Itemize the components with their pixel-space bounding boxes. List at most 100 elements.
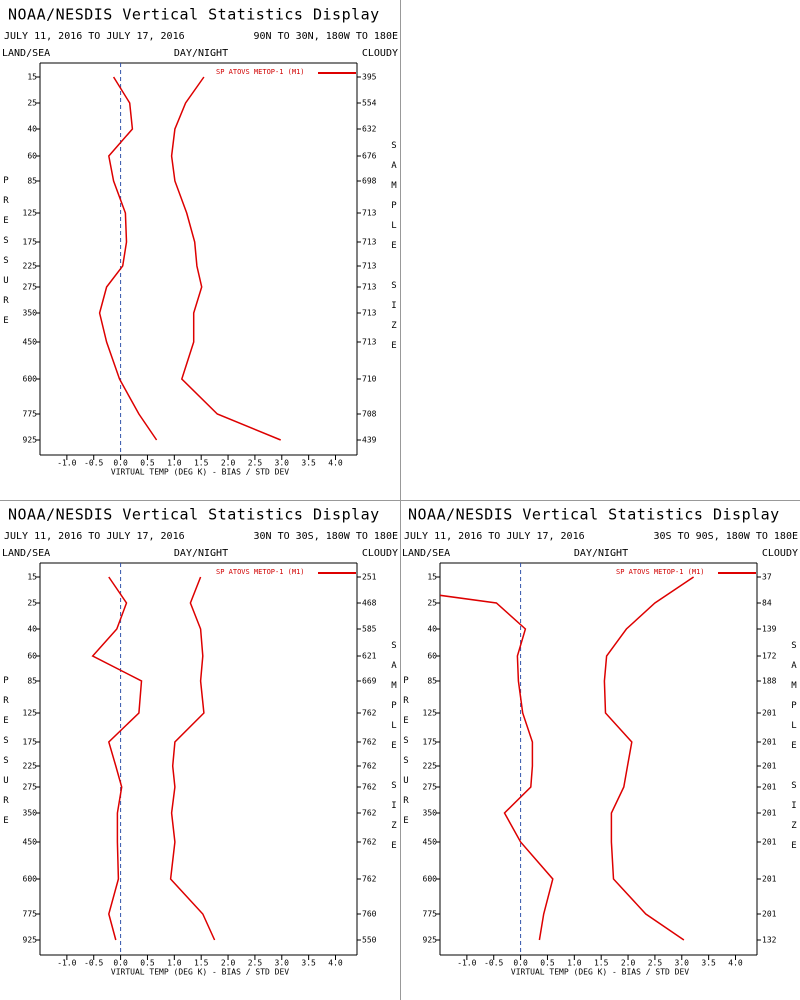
pressure-label: 275 — [23, 783, 38, 792]
std-dev-line — [170, 76, 281, 441]
sample-size: 713 — [362, 338, 377, 347]
sample-size: 713 — [362, 209, 377, 218]
land-sea: LAND/SEA — [2, 548, 50, 559]
x-tick-label: 3.0 — [275, 959, 290, 968]
x-tick-label: 0.0 — [113, 459, 128, 468]
sample-size: 762 — [362, 738, 377, 747]
x-tick-label: 2.0 — [221, 959, 236, 968]
date-range: JULY 11, 2016 TO JULY 17, 2016 — [404, 531, 585, 542]
x-tick-label: 3.0 — [275, 459, 290, 468]
x-axis-label: VIRTUAL TEMP (DEG K) - BIAS / STD DEV — [111, 468, 289, 477]
x-tick-label: 4.0 — [328, 959, 343, 968]
sample-size: 632 — [362, 125, 377, 134]
x-tick-label: 2.5 — [248, 459, 263, 468]
panel: NOAA/NESDIS Vertical Statistics Display J… — [401, 506, 799, 977]
pressure-label: 15 — [27, 573, 37, 582]
day-night: DAY/NIGHT — [174, 48, 228, 59]
sample-size: 201 — [762, 838, 777, 847]
pressure-label: 40 — [27, 625, 37, 634]
sample-size: 760 — [362, 910, 377, 919]
y-axis-label: PRESSURE — [1, 676, 11, 836]
x-tick-label: -1.0 — [57, 459, 76, 468]
sample-size: 762 — [362, 838, 377, 847]
pressure-label: 25 — [27, 599, 37, 608]
legend-label: SP ATOVS METOP-1 (M1) — [216, 68, 305, 76]
pressure-label: 775 — [423, 910, 438, 919]
x-tick-label: 1.0 — [567, 959, 582, 968]
sample-size: 713 — [362, 283, 377, 292]
sample-size: 713 — [362, 238, 377, 247]
pressure-label: 40 — [427, 625, 437, 634]
sample-size: 550 — [362, 936, 377, 945]
y-axis-label: PRESSURE — [1, 176, 11, 336]
x-tick-label: 1.0 — [167, 959, 182, 968]
pressure-label: 40 — [27, 125, 37, 134]
pressure-label: 775 — [23, 910, 38, 919]
pressure-label: 175 — [23, 238, 38, 247]
x-tick-label: -0.5 — [84, 959, 103, 968]
sample-size: 708 — [362, 410, 377, 419]
chart-title: NOAA/NESDIS Vertical Statistics Display — [8, 506, 380, 524]
x-tick-label: 4.0 — [328, 459, 343, 468]
x-tick-label: -0.5 — [84, 459, 103, 468]
y-axis-label: PRESSURE — [401, 676, 411, 836]
pressure-label: 85 — [27, 177, 37, 186]
date-range: JULY 11, 2016 TO JULY 17, 2016 — [4, 531, 185, 542]
chart-title: NOAA/NESDIS Vertical Statistics Display — [8, 6, 380, 24]
bias-line — [440, 594, 554, 941]
sample-size: 201 — [762, 875, 777, 884]
x-tick-label: 2.0 — [221, 459, 236, 468]
pressure-label: 25 — [27, 99, 37, 108]
sample-size: 468 — [362, 599, 377, 608]
sample-size: 37 — [762, 573, 772, 582]
pressure-label: 225 — [423, 762, 438, 771]
x-tick-label: -0.5 — [484, 959, 503, 968]
sample-size: 710 — [362, 375, 377, 384]
pressure-label: 275 — [23, 283, 38, 292]
sample-size: 201 — [762, 709, 777, 718]
pressure-label: 600 — [423, 875, 438, 884]
pressure-label: 450 — [23, 838, 38, 847]
sample-size: 676 — [362, 152, 377, 161]
sample-size: 201 — [762, 762, 777, 771]
cloudy: CLOUDY — [362, 548, 398, 559]
region: 30N TO 30S, 180W TO 180E — [254, 531, 399, 542]
land-sea: LAND/SEA — [402, 548, 450, 559]
y2-axis-label: SAMPLE SIZE — [389, 141, 399, 361]
sample-size: 139 — [762, 625, 777, 634]
legend-label: SP ATOVS METOP-1 (M1) — [216, 568, 305, 576]
sample-size: 713 — [362, 309, 377, 318]
sample-size: 698 — [362, 177, 377, 186]
sample-size: 201 — [762, 910, 777, 919]
pressure-label: 275 — [423, 783, 438, 792]
pressure-label: 60 — [427, 652, 437, 661]
y2-axis-label: SAMPLE SIZE — [389, 641, 399, 861]
y2-axis-label: SAMPLE SIZE — [789, 641, 799, 861]
bias-line — [91, 576, 143, 941]
pressure-label: 350 — [423, 809, 438, 818]
sample-size: 713 — [362, 262, 377, 271]
x-tick-label: 3.5 — [301, 959, 316, 968]
sample-size: 669 — [362, 677, 377, 686]
std-dev-line — [603, 576, 695, 941]
region: 90N TO 30N, 180W TO 180E — [254, 31, 399, 42]
sample-size: 132 — [762, 936, 777, 945]
chart-title: NOAA/NESDIS Vertical Statistics Display — [408, 506, 780, 524]
x-tick-label: -1.0 — [457, 959, 476, 968]
sample-size: 395 — [362, 73, 377, 82]
x-tick-label: 0.0 — [513, 959, 528, 968]
x-tick-label: 0.5 — [140, 959, 155, 968]
pressure-label: 85 — [27, 677, 37, 686]
panel: NOAA/NESDIS Vertical Statistics Display J… — [1, 506, 399, 977]
pressure-label: 225 — [23, 262, 38, 271]
pressure-label: 125 — [23, 709, 38, 718]
x-tick-label: 1.5 — [594, 959, 609, 968]
sample-size: 251 — [362, 573, 377, 582]
pressure-label: 15 — [27, 73, 37, 82]
x-tick-label: 2.0 — [621, 959, 636, 968]
pressure-label: 450 — [423, 838, 438, 847]
region: 30S TO 90S, 180W TO 180E — [654, 531, 799, 542]
x-tick-label: 3.0 — [675, 959, 690, 968]
pressure-label: 600 — [23, 875, 38, 884]
